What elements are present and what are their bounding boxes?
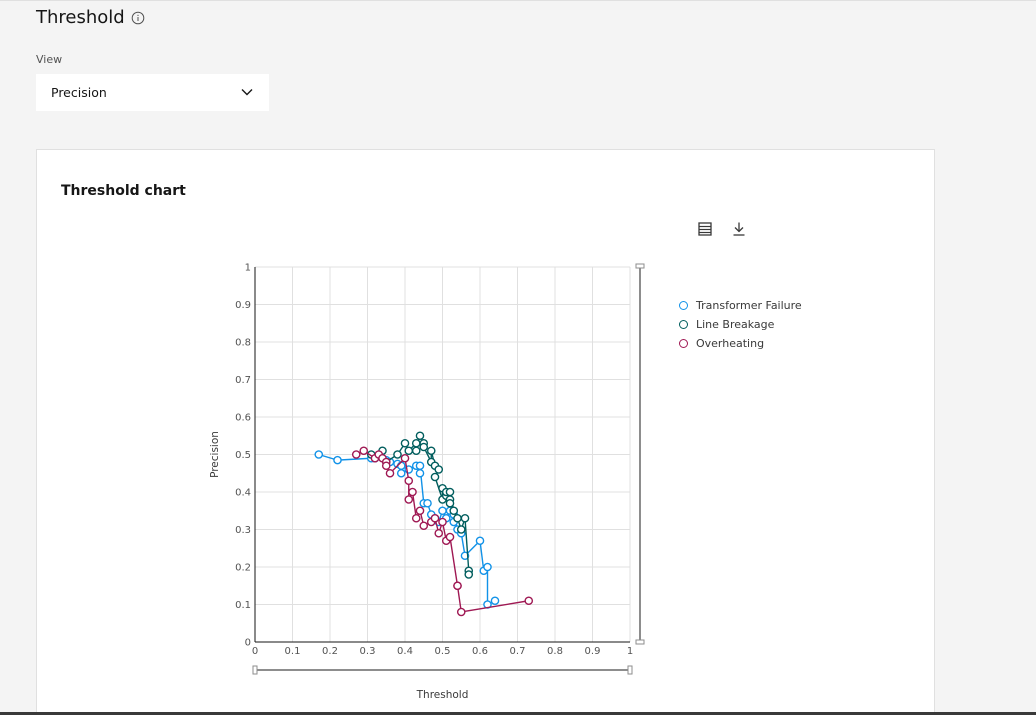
- data-point[interactable]: [400, 453, 410, 463]
- legend-swatch-icon: [679, 320, 688, 329]
- data-point[interactable]: [404, 495, 414, 504]
- data-point[interactable]: [524, 596, 534, 606]
- data-point[interactable]: [415, 506, 425, 516]
- y-tick-label: 0.7: [235, 375, 251, 386]
- legend-label: Overheating: [696, 337, 765, 350]
- y-tick-label: 0: [245, 638, 251, 649]
- data-point[interactable]: [396, 461, 406, 471]
- y-tick-label: 0.9: [235, 300, 251, 311]
- x-zoom-handle-left[interactable]: [252, 665, 258, 675]
- y-tick-label: 0.8: [235, 338, 251, 349]
- data-point[interactable]: [415, 431, 425, 441]
- data-point[interactable]: [419, 521, 429, 531]
- data-point[interactable]: [453, 581, 462, 591]
- page-title: Threshold: [36, 7, 145, 28]
- data-point[interactable]: [445, 532, 455, 542]
- y-tick-label: 1: [245, 263, 251, 274]
- data-point[interactable]: [430, 513, 440, 523]
- x-tick-label: 0.4: [397, 646, 413, 657]
- x-tick-label: 0.1: [285, 646, 301, 657]
- data-point[interactable]: [445, 498, 455, 508]
- data-point[interactable]: [408, 487, 417, 497]
- data-point[interactable]: [464, 570, 474, 579]
- data-point[interactable]: [404, 476, 414, 486]
- legend-swatch-icon: [679, 339, 688, 348]
- x-tick-label: 0.8: [547, 646, 563, 657]
- info-icon[interactable]: [131, 11, 145, 25]
- data-point[interactable]: [393, 450, 402, 459]
- data-point[interactable]: [411, 438, 421, 448]
- data-point[interactable]: [483, 562, 492, 572]
- data-point[interactable]: [381, 461, 391, 471]
- x-tick-label: 0.5: [435, 646, 451, 657]
- legend-swatch-icon: [679, 301, 688, 310]
- data-point[interactable]: [385, 468, 395, 478]
- x-axis-title: Threshold: [416, 689, 469, 701]
- data-point[interactable]: [430, 472, 440, 482]
- data-point[interactable]: [460, 551, 470, 561]
- data-point[interactable]: [445, 487, 455, 497]
- legend-item-transformer-failure[interactable]: Transformer Failure: [679, 296, 802, 315]
- data-point[interactable]: [456, 607, 466, 617]
- data-point[interactable]: [415, 461, 425, 471]
- view-label: View: [36, 53, 63, 66]
- table-view-icon[interactable]: [696, 220, 714, 238]
- data-point[interactable]: [438, 517, 447, 527]
- legend-item-overheating[interactable]: Overheating: [679, 334, 802, 353]
- y-zoom-handle-top[interactable]: [635, 263, 645, 269]
- data-point[interactable]: [333, 455, 342, 465]
- data-point[interactable]: [411, 446, 421, 456]
- data-point[interactable]: [449, 506, 459, 516]
- legend-label: Transformer Failure: [696, 299, 802, 312]
- x-tick-label: 0: [252, 646, 258, 657]
- legend-item-line-breakage[interactable]: Line Breakage: [679, 315, 802, 334]
- y-tick-label: 0.6: [235, 413, 251, 424]
- data-point[interactable]: [475, 536, 485, 546]
- data-point[interactable]: [434, 528, 444, 538]
- download-icon[interactable]: [730, 220, 748, 238]
- data-point[interactable]: [426, 446, 436, 456]
- legend-label: Line Breakage: [696, 318, 775, 331]
- data-point[interactable]: [400, 438, 410, 448]
- chart-legend: Transformer Failure Line Breakage Overhe…: [679, 296, 802, 353]
- data-point[interactable]: [359, 446, 369, 456]
- x-zoom-handle-right[interactable]: [627, 665, 633, 675]
- data-point[interactable]: [453, 513, 462, 523]
- data-point[interactable]: [411, 513, 421, 523]
- data-point[interactable]: [351, 450, 361, 459]
- bottom-bar: [0, 712, 1036, 715]
- view-dropdown[interactable]: Precision: [36, 74, 269, 111]
- x-tick-label: 0.7: [510, 646, 526, 657]
- x-tick-label: 0.2: [322, 646, 338, 657]
- chevron-down-icon: [241, 89, 253, 96]
- y-tick-label: 0.2: [235, 563, 251, 574]
- y-tick-label: 0.1: [235, 600, 251, 611]
- x-tick-label: 0.9: [585, 646, 601, 657]
- data-point[interactable]: [314, 450, 324, 459]
- view-dropdown-value: Precision: [51, 85, 107, 100]
- threshold-chart: 0 0.1 0.2 0.3 0.4 0.5 0.6 0.7 0.8 0.9 1 0 0.1 0.2 0.3 0…: [209, 263, 645, 701]
- top-divider: [0, 0, 1036, 1]
- y-zoom-handle-bottom[interactable]: [635, 639, 645, 645]
- data-point[interactable]: [434, 465, 444, 474]
- data-point[interactable]: [419, 442, 429, 452]
- x-tick-label: 0.3: [360, 646, 376, 657]
- data-point[interactable]: [404, 446, 414, 456]
- data-point[interactable]: [460, 513, 470, 523]
- chart-card-title: Threshold chart: [61, 183, 186, 199]
- data-point[interactable]: [396, 468, 406, 478]
- data-point[interactable]: [456, 525, 466, 534]
- page-title-text: Threshold: [36, 7, 125, 28]
- data-point[interactable]: [423, 498, 432, 508]
- data-point[interactable]: [438, 506, 447, 516]
- data-point[interactable]: [415, 468, 425, 478]
- y-tick-label: 0.3: [235, 525, 251, 536]
- y-axis-title: Precision: [209, 431, 221, 478]
- x-tick-label: 1: [627, 646, 633, 657]
- threshold-chart-card: Threshold chart 0 0.1 0.2 0.3 0.4 0.5 0.6 0.7 0.…: [36, 149, 935, 715]
- y-tick-label: 0.4: [235, 488, 251, 499]
- y-tick-label: 0.5: [235, 450, 251, 461]
- x-tick-label: 0.6: [472, 646, 488, 657]
- data-point[interactable]: [490, 596, 500, 606]
